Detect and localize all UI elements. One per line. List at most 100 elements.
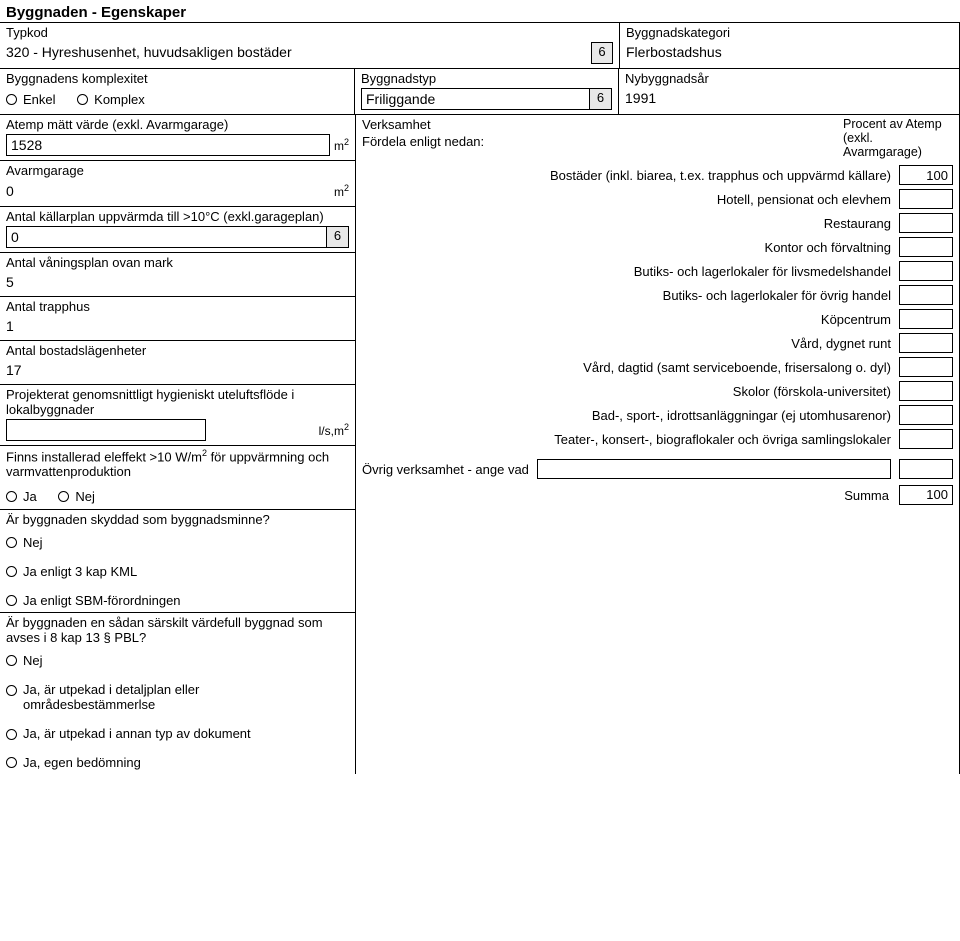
verksamhet-row: Restaurang — [362, 213, 953, 233]
typkod-value: 320 - Hyreshusenhet, huvudsakligen bostä… — [6, 42, 591, 64]
skyddad-cell: Är byggnaden skyddad som byggnadsminne? … — [0, 509, 356, 613]
verksamhet-row: Bad-, sport-, idrottsanläggningar (ej ut… — [362, 405, 953, 425]
skyddad-3kml-radio[interactable]: Ja enligt 3 kap KML — [6, 564, 331, 579]
radio-icon — [6, 491, 17, 502]
verksamhet-row: Bostäder (inkl. biarea, t.ex. trapphus o… — [362, 165, 953, 185]
radio-icon — [6, 595, 17, 606]
verksamhet-row-input[interactable] — [899, 261, 953, 281]
komplexitet-cell: Byggnadens komplexitet Enkel Komplex — [0, 68, 355, 115]
radio-icon — [6, 729, 17, 740]
eleffekt-cell: Finns installerad eleffekt >10 W/m2 för … — [0, 445, 356, 510]
vardefull-cell: Är byggnaden en sådan särskilt värdefull… — [0, 612, 356, 774]
komplexitet-label: Byggnadens komplexitet — [6, 71, 348, 86]
komplexitet-enkel-label: Enkel — [23, 92, 56, 107]
verksamhet-row-input[interactable] — [899, 405, 953, 425]
eleffekt-nej-label: Nej — [75, 489, 95, 504]
vaningsplan-value: 5 — [6, 272, 349, 292]
bostadslgh-label: Antal bostadslägenheter — [6, 343, 349, 358]
byggnadstyp-dropdown-button[interactable]: 6 — [590, 88, 612, 110]
summa-label: Summa — [844, 488, 899, 503]
verksamhet-row-input[interactable] — [899, 333, 953, 353]
verksamhet-row-input[interactable] — [899, 381, 953, 401]
vardefull-detalj-radio[interactable]: Ja, är utpekad i detaljplan eller område… — [6, 682, 331, 712]
verksamhet-row-input[interactable] — [899, 429, 953, 449]
verksamhet-row: Butiks- och lagerlokaler för livsmedelsh… — [362, 261, 953, 281]
atemp-input[interactable] — [6, 134, 330, 156]
radio-icon — [6, 655, 17, 666]
hygflode-cell: Projekterat genomsnittligt hygieniskt ut… — [0, 384, 356, 446]
verksamhet-row: Hotell, pensionat och elevhem — [362, 189, 953, 209]
kallarplan-dropdown-button[interactable]: 6 — [327, 226, 349, 248]
byggnadstyp-input[interactable] — [361, 88, 590, 110]
radio-icon — [6, 757, 17, 768]
verksamhet-row: Butiks- och lagerlokaler för övrig hande… — [362, 285, 953, 305]
verksamhet-row-input[interactable] — [899, 189, 953, 209]
atemp-cell: Atemp mätt värde (exkl. Avarmgarage) m2 — [0, 114, 356, 161]
atemp-label: Atemp mätt värde (exkl. Avarmgarage) — [6, 117, 349, 132]
vardefull-nej-label: Nej — [23, 653, 43, 668]
skyddad-3kml-label: Ja enligt 3 kap KML — [23, 564, 137, 579]
verksamhet-row: Vård, dagtid (samt serviceboende, friser… — [362, 357, 953, 377]
verksamhet-row-input[interactable] — [899, 213, 953, 233]
summa-value: 100 — [899, 485, 953, 505]
kallarplan-input[interactable] — [6, 226, 327, 248]
ovrig-value-input[interactable] — [899, 459, 953, 479]
hygflode-unit: l/s,m2 — [319, 422, 349, 438]
avarmgarage-input[interactable] — [6, 180, 330, 202]
eleffekt-ja-label: Ja — [23, 489, 37, 504]
vardefull-egen-label: Ja, egen bedömning — [23, 755, 141, 770]
verksamhet-row-label: Restaurang — [362, 216, 899, 231]
kategori-label: Byggnadskategori — [626, 25, 953, 40]
komplexitet-komplex-radio[interactable]: Komplex — [77, 92, 145, 107]
typkod-dropdown-button[interactable]: 6 — [591, 42, 613, 64]
trapphus-value: 1 — [6, 316, 349, 336]
radio-icon — [6, 566, 17, 577]
typkod-cell: Typkod 320 - Hyreshusenhet, huvudsaklige… — [0, 22, 620, 69]
verksamhet-row-label: Bostäder (inkl. biarea, t.ex. trapphus o… — [362, 168, 899, 183]
radio-icon — [6, 537, 17, 548]
verksamhet-row-input[interactable] — [899, 309, 953, 329]
skyddad-nej-radio[interactable]: Nej — [6, 535, 331, 550]
komplexitet-enkel-radio[interactable]: Enkel — [6, 92, 56, 107]
hygflode-input[interactable] — [6, 419, 206, 441]
avarmgarage-unit: m2 — [334, 183, 349, 199]
kategori-value: Flerbostadshus — [626, 42, 953, 62]
avarmgarage-cell: Avarmgarage m2 — [0, 160, 356, 207]
bostadslgh-value: 17 — [6, 360, 349, 380]
vardefull-detalj-label: Ja, är utpekad i detaljplan eller område… — [23, 682, 331, 712]
verksamhet-row-input[interactable] — [899, 357, 953, 377]
vaningsplan-label: Antal våningsplan ovan mark — [6, 255, 349, 270]
verksamhet-row-label: Vård, dygnet runt — [362, 336, 899, 351]
nybyggnadsar-label: Nybyggnadsår — [625, 71, 953, 86]
verksamhet-row: Köpcentrum — [362, 309, 953, 329]
verksamhet-header2: Fördela enligt nedan: — [362, 134, 843, 149]
trapphus-label: Antal trapphus — [6, 299, 349, 314]
nybyggnadsar-cell: Nybyggnadsår 1991 — [618, 68, 960, 115]
skyddad-sbm-radio[interactable]: Ja enligt SBM-förordningen — [6, 593, 331, 608]
verksamhet-row-input[interactable] — [899, 165, 953, 185]
ovrig-text-input[interactable] — [537, 459, 891, 479]
vaningsplan-cell: Antal våningsplan ovan mark 5 — [0, 252, 356, 297]
skyddad-nej-label: Nej — [23, 535, 43, 550]
vardefull-annan-label: Ja, är utpekad i annan typ av dokument — [23, 726, 251, 741]
verksamhet-row: Kontor och förvaltning — [362, 237, 953, 257]
vardefull-nej-radio[interactable]: Nej — [6, 653, 331, 668]
eleffekt-nej-radio[interactable]: Nej — [58, 489, 95, 504]
verksamhet-row-label: Köpcentrum — [362, 312, 899, 327]
verksamhet-row-label: Kontor och förvaltning — [362, 240, 899, 255]
trapphus-cell: Antal trapphus 1 — [0, 296, 356, 341]
verksamhet-cell: Verksamhet Fördela enligt nedan: Procent… — [355, 114, 960, 774]
typkod-label: Typkod — [6, 25, 613, 40]
eleffekt-ja-radio[interactable]: Ja — [6, 489, 37, 504]
hygflode-label: Projekterat genomsnittligt hygieniskt ut… — [6, 387, 349, 417]
vardefull-annan-radio[interactable]: Ja, är utpekad i annan typ av dokument — [6, 726, 331, 741]
verksamhet-header1: Verksamhet — [362, 117, 843, 132]
verksamhet-row-input[interactable] — [899, 237, 953, 257]
radio-icon — [58, 491, 69, 502]
vardefull-label: Är byggnaden en sådan särskilt värdefull… — [6, 615, 349, 645]
vardefull-egen-radio[interactable]: Ja, egen bedömning — [6, 755, 331, 770]
verksamhet-row-label: Vård, dagtid (samt serviceboende, friser… — [362, 360, 899, 375]
verksamhet-row-input[interactable] — [899, 285, 953, 305]
section-title: Byggnaden - Egenskaper — [0, 0, 960, 23]
komplexitet-komplex-label: Komplex — [94, 92, 145, 107]
